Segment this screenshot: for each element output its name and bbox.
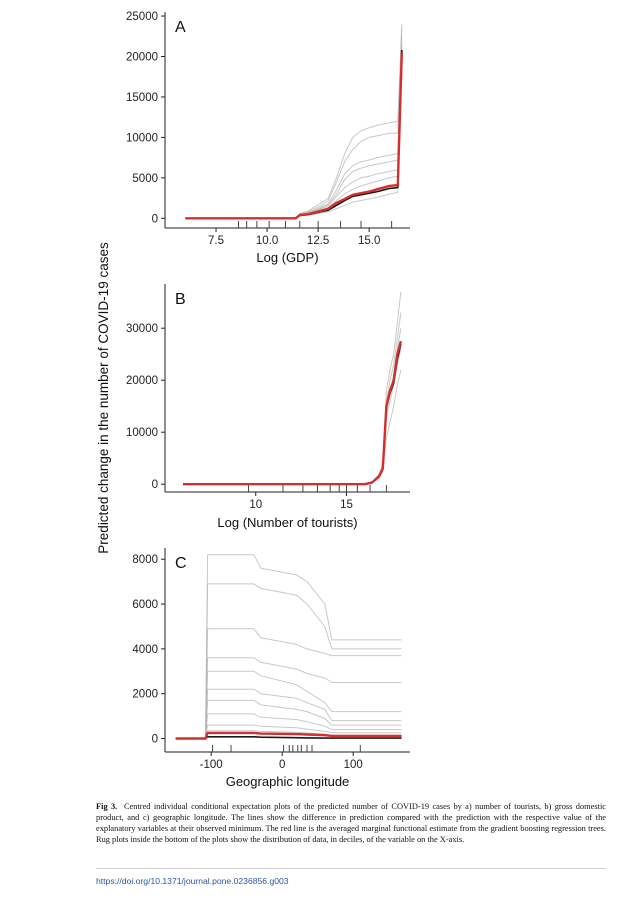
y-axis-label: Predicted change in the number of COVID-… bbox=[96, 242, 111, 554]
x-tick-label: 10 bbox=[249, 499, 262, 511]
ice-line bbox=[185, 28, 403, 219]
y-tick-label: 0 bbox=[152, 213, 158, 225]
ice-line-dark bbox=[185, 49, 403, 220]
y-tick-label: 8000 bbox=[132, 554, 158, 566]
y-tick-label: 20000 bbox=[126, 51, 158, 63]
doi-link[interactable]: https://doi.org/10.1371/journal.pone.023… bbox=[96, 876, 289, 886]
panel-a: A 0 5000 10000 15000 20000 25000 7.5 10.0 12.5 15.… bbox=[126, 11, 410, 265]
caption-label: Fig 3. bbox=[96, 802, 118, 811]
figure-caption: Fig 3. Centred individual conditional ex… bbox=[96, 801, 606, 845]
x-tick-label: 15.0 bbox=[358, 235, 380, 247]
ice-line bbox=[175, 670, 402, 739]
ice-line-dark bbox=[183, 343, 402, 485]
x-tick-label: 10.0 bbox=[256, 235, 278, 247]
ice-line bbox=[175, 713, 402, 739]
panel-b: B 0 10000 20000 30000 10 15 Log (Number of tour… bbox=[126, 284, 410, 530]
ice-line bbox=[175, 699, 402, 739]
y-tick-label: 25000 bbox=[126, 11, 158, 23]
y-tick-label: 4000 bbox=[132, 644, 158, 656]
x-tick-label: 7.5 bbox=[208, 235, 224, 247]
y-tick-label: 0 bbox=[152, 734, 158, 746]
ice-line bbox=[183, 348, 402, 485]
panel-label: B bbox=[175, 291, 186, 308]
caption-divider bbox=[96, 868, 606, 869]
panel-c: C 0 2000 4000 6000 8000 -100 0 100 Geographic lon… bbox=[132, 548, 410, 789]
ice-line bbox=[175, 657, 402, 739]
y-tick-label: 2000 bbox=[132, 689, 158, 701]
average-line bbox=[185, 52, 403, 220]
ice-line bbox=[183, 328, 402, 485]
x-axis-label: Geographic longitude bbox=[226, 774, 350, 789]
y-tick-label: 10000 bbox=[126, 132, 158, 144]
average-line bbox=[175, 731, 402, 740]
x-tick-label: 0 bbox=[279, 759, 285, 771]
figure-canvas: Predicted change in the number of COVID-… bbox=[96, 11, 410, 789]
x-tick-label: 12.5 bbox=[307, 235, 329, 247]
ice-line bbox=[175, 724, 402, 739]
x-axis-label: Log (GDP) bbox=[256, 250, 318, 265]
x-tick-label: 100 bbox=[344, 759, 363, 771]
panel-label: A bbox=[175, 19, 186, 36]
y-tick-label: 5000 bbox=[132, 173, 158, 185]
panel-label: C bbox=[175, 555, 187, 572]
y-tick-label: 6000 bbox=[132, 599, 158, 611]
caption-text: Centred individual conditional expectati… bbox=[96, 802, 606, 844]
x-axis-label: Log (Number of tourists) bbox=[217, 515, 357, 530]
y-tick-label: 0 bbox=[152, 479, 158, 491]
ice-line bbox=[175, 554, 402, 739]
y-tick-label: 20000 bbox=[126, 375, 158, 387]
ice-line bbox=[183, 312, 402, 485]
ice-line bbox=[183, 291, 402, 485]
ice-line bbox=[185, 24, 403, 219]
y-tick-label: 30000 bbox=[126, 323, 158, 335]
y-tick-label: 15000 bbox=[126, 92, 158, 104]
ice-line bbox=[175, 628, 402, 739]
average-line bbox=[183, 340, 403, 486]
ice-line bbox=[183, 369, 402, 485]
x-tick-label: -100 bbox=[200, 759, 223, 771]
x-tick-label: 15 bbox=[340, 499, 353, 511]
y-tick-label: 10000 bbox=[126, 427, 158, 439]
ice-line bbox=[175, 583, 402, 739]
